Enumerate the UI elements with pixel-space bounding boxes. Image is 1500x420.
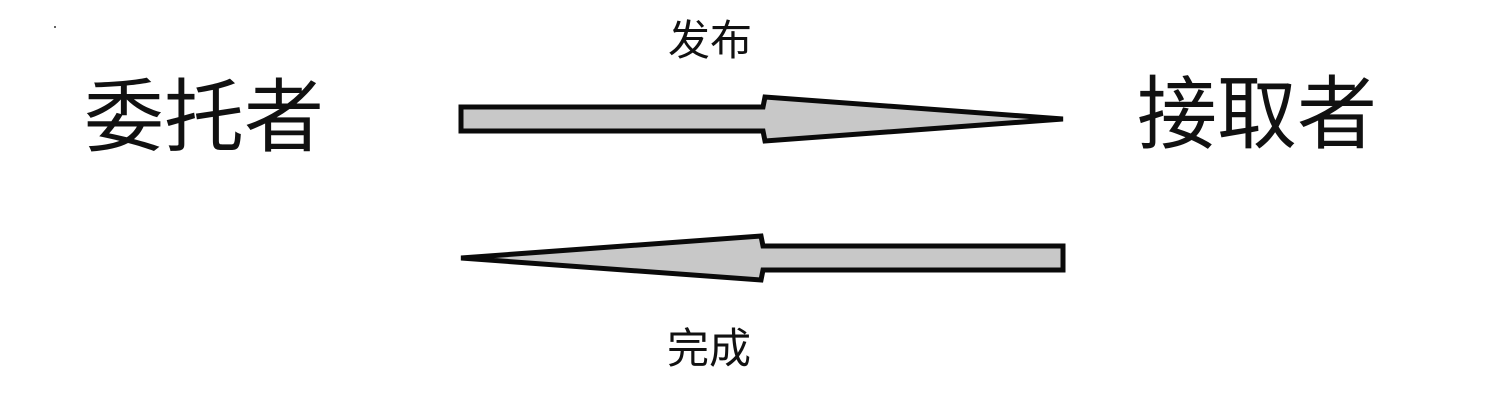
arrow-complete xyxy=(460,233,1066,283)
edge-label-complete: 完成 xyxy=(667,324,752,373)
edge-label-publish: 发布 xyxy=(668,16,753,65)
node-client: 委托者 xyxy=(84,71,324,164)
arrow-publish xyxy=(458,94,1064,144)
stray-mark xyxy=(54,26,56,28)
node-taker: 接取者 xyxy=(1137,68,1377,161)
